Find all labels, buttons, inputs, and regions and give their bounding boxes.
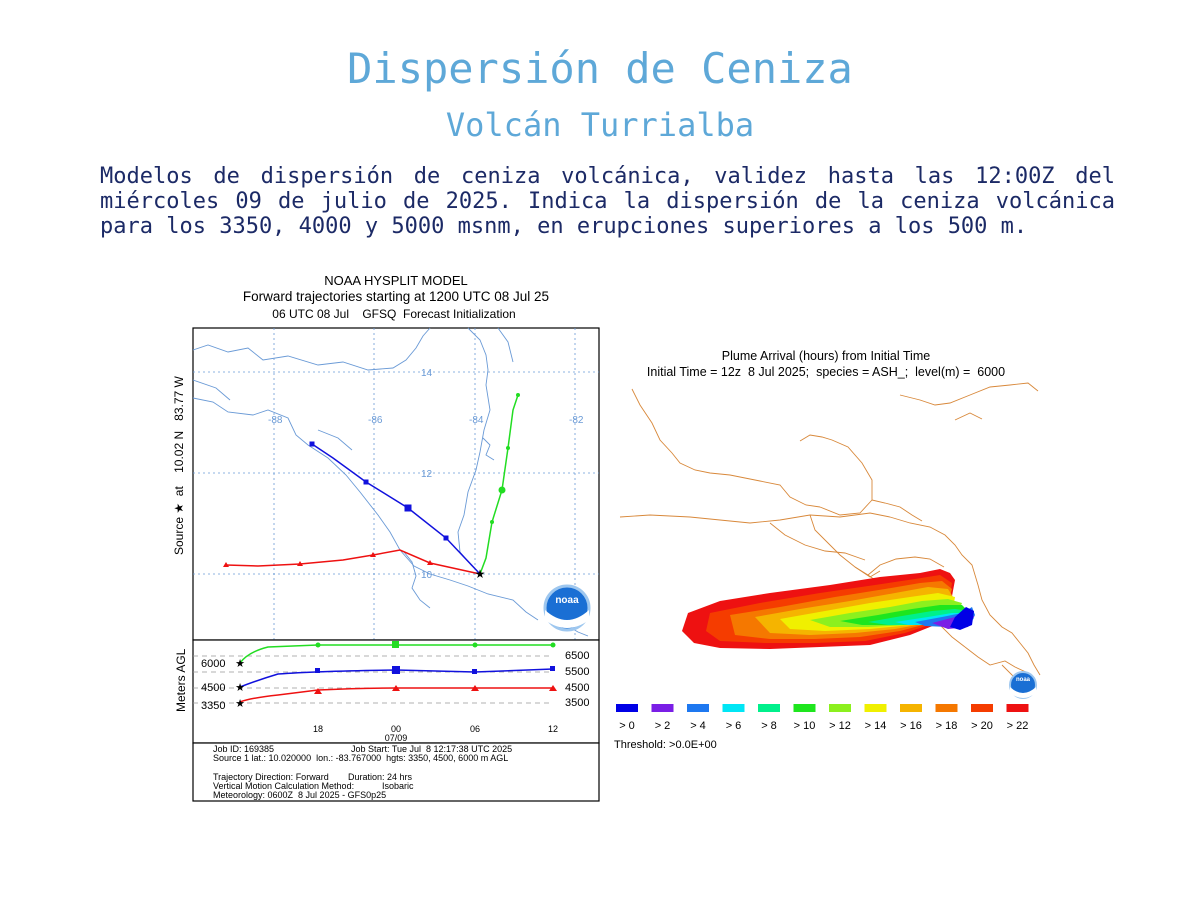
legend-label: > 12	[829, 720, 851, 732]
svg-text:★: ★	[235, 682, 245, 694]
legend-swatch	[971, 704, 993, 712]
trajectory-marker-red	[370, 552, 376, 557]
legend-label: > 18	[936, 720, 958, 732]
legend-label: > 22	[1007, 720, 1029, 732]
legend-swatch	[651, 704, 674, 712]
lat-label-10: 10	[421, 570, 433, 581]
lon-label-88: -88	[268, 415, 283, 426]
trajectory-header-line1: NOAA HYSPLIT MODEL	[324, 273, 468, 288]
height-left-tick-3350: 3350	[201, 700, 225, 712]
vertical-motion-label: Vertical Motion Calculation Method:	[213, 781, 354, 791]
trajectory-direction: Trajectory Direction: Forward	[213, 772, 329, 782]
height-panel-frame	[192, 639, 600, 744]
height-right-tick-4500: 4500	[565, 682, 589, 694]
meteorology-info: Meteorology: 0600Z 8 Jul 2025 - GFS0p25	[213, 790, 386, 800]
trajectory-map-blue	[311, 443, 481, 575]
legend-swatch	[758, 704, 780, 712]
plume-noaa-logo-text: noaa	[1016, 677, 1031, 683]
time-tick-18: 18	[313, 724, 323, 734]
legend-label: > 8	[761, 720, 777, 732]
legend-swatch	[864, 704, 887, 712]
page-subtitle: Volcán Turrialba	[445, 106, 755, 144]
trajectory-marker-blue	[309, 441, 315, 447]
legend-swatch	[935, 704, 958, 712]
vertical-motion-value: Isobaric	[382, 781, 414, 791]
trajectory-marker-red	[223, 562, 229, 567]
trajectory-header-line3: 06 UTC 08 Jul GFSQ Forecast Initializati…	[272, 307, 515, 321]
height-right-tick-3500: 3500	[565, 697, 589, 709]
trajectory-marker-green	[516, 393, 520, 397]
lon-label-82: -82	[569, 415, 584, 426]
svg-text:★: ★	[235, 658, 245, 670]
page-title: Dispersión de Ceniza	[347, 44, 853, 93]
source-star-icon: ★	[475, 567, 486, 581]
description-paragraph: Modelos de dispersión de ceniza volcánic…	[100, 164, 1115, 239]
trajectory-map-red	[225, 549, 481, 575]
time-tick-06: 06	[470, 724, 480, 734]
height-axis-label: Meters AGL	[174, 648, 188, 712]
legend-swatch	[793, 704, 816, 712]
time-tick-12: 12	[548, 724, 558, 734]
legend-label: > 4	[690, 720, 706, 732]
trajectory-panel: NOAA HYSPLIT MODEL Forward trajectories …	[172, 273, 600, 802]
trajectory-map-frame	[192, 327, 600, 641]
legend-label: > 2	[655, 720, 671, 732]
date-label: 07/09	[385, 733, 408, 743]
plume-panel: Plume Arrival (hours) from Initial Time …	[614, 349, 1041, 751]
legend-swatch	[687, 704, 709, 712]
legend-swatch	[900, 704, 922, 712]
plume-noaa-logo-icon: noaa	[1009, 671, 1037, 699]
lon-label-86: -86	[368, 415, 383, 426]
legend-swatch	[829, 704, 851, 712]
legend-label: > 16	[900, 720, 922, 732]
trajectory-marker-red	[297, 561, 303, 566]
height-right-tick-5500: 5500	[565, 666, 589, 678]
legend-label: > 14	[865, 720, 887, 732]
noaa-logo-icon: noaa	[543, 584, 591, 632]
height-right-tick-6500: 6500	[565, 650, 589, 662]
plume-header-line1: Plume Arrival (hours) from Initial Time	[722, 349, 930, 363]
trajectory-marker-blue	[443, 535, 449, 541]
trajectory-marker-green	[498, 486, 506, 494]
legend-label: > 0	[619, 720, 635, 732]
job-start: Job Start: Tue Jul 8 12:17:38 UTC 2025	[351, 744, 512, 754]
svg-text:★: ★	[235, 698, 245, 710]
lat-label-12: 12	[421, 469, 433, 480]
legend-label: > 10	[794, 720, 816, 732]
job-id: Job ID: 169385	[213, 744, 274, 754]
source1-info: Source 1 lat.: 10.020000 lon.: -83.76700…	[213, 753, 508, 763]
legend-label: > 20	[971, 720, 993, 732]
trajectory-marker-green	[490, 520, 494, 524]
plume-legend: > 0 > 2 > 4 > 6 > 8 > 10 > 12 > 14 > 16 > 18 > 20 >…	[616, 704, 1029, 732]
noaa-logo-text: noaa	[555, 595, 579, 606]
height-left-tick-6000: 6000	[201, 658, 225, 670]
trajectory-marker-green	[506, 446, 510, 450]
trajectory-marker-blue	[404, 504, 412, 512]
job-info-frame	[192, 742, 600, 802]
threshold-label: Threshold: >0.0E+00	[614, 739, 717, 751]
trajectory-marker-red	[427, 560, 433, 565]
lon-label-84: -84	[469, 415, 484, 426]
plume-bands	[682, 569, 975, 649]
lat-label-14: 14	[421, 368, 433, 379]
legend-label: > 6	[726, 720, 742, 732]
source-label: Source ★ at 10.02 N 83.77 W	[172, 375, 186, 555]
legend-swatch	[1006, 704, 1029, 712]
plume-header-line2: Initial Time = 12z 8 Jul 2025; species =…	[647, 365, 1005, 379]
height-left-tick-4500: 4500	[201, 682, 225, 694]
legend-swatch	[616, 704, 638, 712]
height-trajectories: ★ ★ ★	[235, 641, 557, 710]
time-tick-00: 00	[391, 724, 401, 734]
legend-swatch	[722, 704, 745, 712]
trajectory-marker-blue	[363, 479, 369, 485]
duration-info: Duration: 24 hrs	[348, 772, 413, 782]
trajectory-header-line2: Forward trajectories starting at 1200 UT…	[243, 289, 549, 304]
